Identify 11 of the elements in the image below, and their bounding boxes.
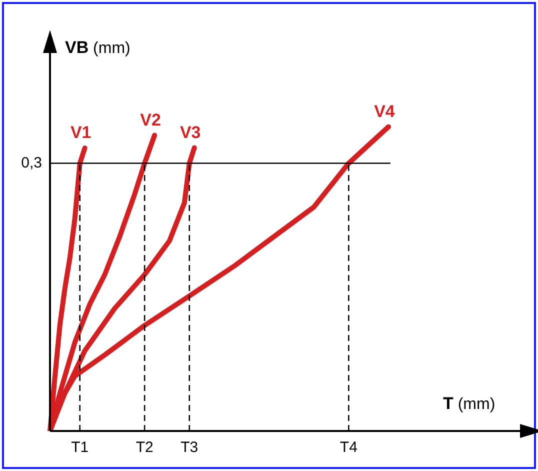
- text: 0,3: [21, 154, 42, 172]
- x-tick-label: T2: [136, 439, 154, 456]
- x-tick-label: T4: [340, 439, 358, 456]
- series-label: V2: [140, 110, 161, 130]
- x-tick-label: T3: [180, 439, 198, 456]
- x-axis-title: T (mm): [443, 394, 496, 413]
- series-label: V4: [374, 102, 396, 121]
- y-axis-title: VB (mm): [65, 38, 130, 57]
- series-label: V1: [70, 123, 92, 142]
- series-label: V3: [180, 122, 201, 142]
- x-tick-label: T1: [71, 439, 89, 456]
